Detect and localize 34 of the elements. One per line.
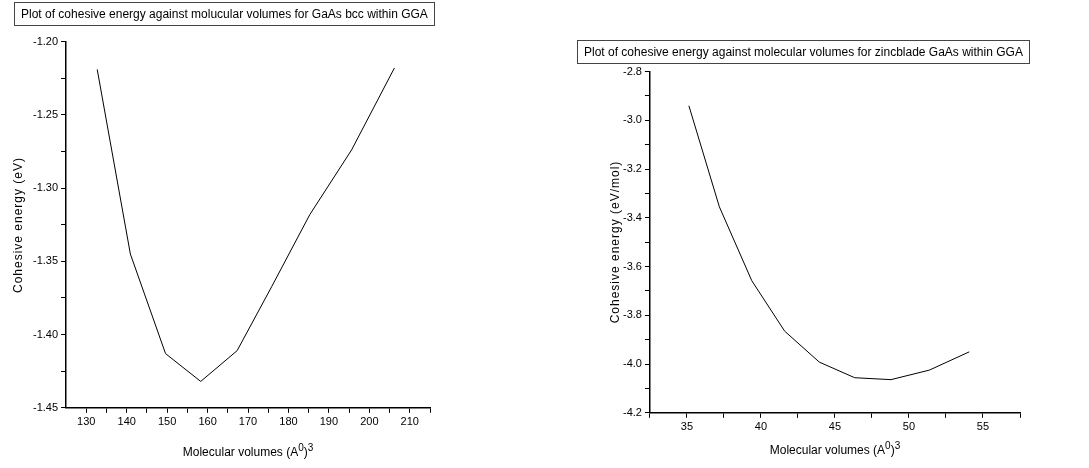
x-tick-label: 50 [902,420,916,433]
y-tick-label: -1.20 [32,34,59,47]
x-tick-label: 150 [157,415,177,428]
x-tick-label: 190 [319,415,339,428]
x-tick-label: 180 [279,415,298,428]
x-axis-title: Molecular volumes (A$^{0}$)$^{3}$ [182,442,314,459]
x-tick-label: 40 [754,420,768,433]
y-tick-label: -3.2 [622,162,642,175]
x-tick-label: 55 [976,420,990,433]
chart-title: Plot of cohesive energy against molecular volumes for zincblade GaAs within GGA [577,40,1030,64]
y-tick-label: -3.4 [622,210,642,223]
y-tick-label: -3.6 [622,259,642,272]
x-tick-label: 200 [360,415,379,428]
y-tick-label: -1.25 [32,107,59,120]
y-tick-label: -3.0 [622,113,642,126]
y-tick-label: -4.0 [622,357,642,370]
y-tick-label: -1.35 [32,254,59,267]
x-tick-label: 160 [198,415,217,428]
x-axis-title: Molecular volumes (A$^{0}$)$^{3}$ [769,440,901,457]
x-tick-label: 35 [680,420,694,433]
x-tick-label: 170 [238,415,258,428]
y-axis-title: Cohesive energy (eV) [11,156,25,293]
y-tick-label: -3.8 [622,308,642,321]
chart-title: Plot of cohesive energy against molucular volumes for GaAs bcc within GGA [14,2,435,26]
y-axis-title: Cohesive energy (eV/mol) [608,160,622,324]
x-tick-label: 45 [828,420,842,433]
y-tick-label: -1.45 [32,400,59,413]
x-tick-label: 210 [400,415,419,428]
y-tick-label: -1.30 [32,181,59,194]
x-tick-label: 130 [77,415,96,428]
y-tick-label: -2.8 [622,64,642,77]
y-tick-label: -1.40 [32,327,59,340]
x-tick-label: 140 [117,415,136,428]
y-tick-label: -4.2 [622,405,642,418]
